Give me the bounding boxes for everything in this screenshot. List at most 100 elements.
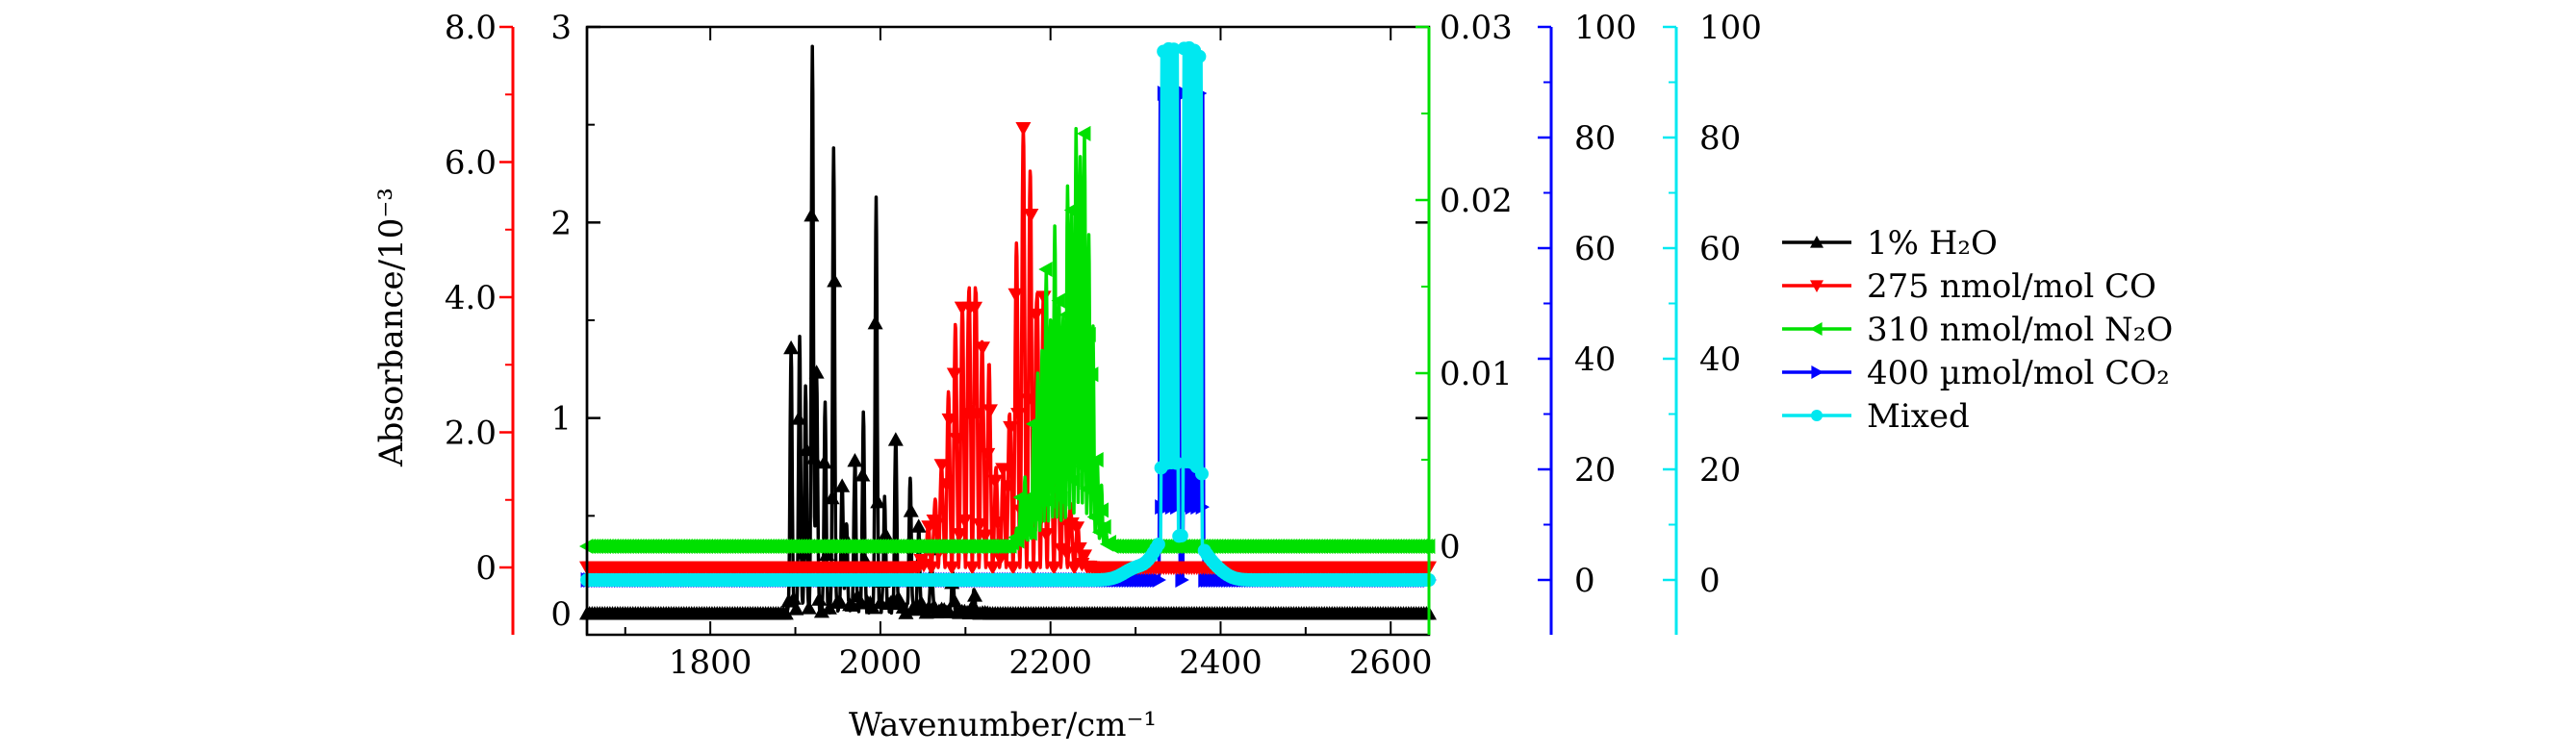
data-point: [827, 273, 843, 288]
data-point: [867, 315, 883, 330]
data-point: [1020, 393, 1036, 408]
data-point: [819, 546, 835, 561]
data-point: [1028, 508, 1043, 524]
data-point: [805, 450, 822, 465]
legend: 1% H₂O 275 nmol/mol CO 310 nmol/mol N₂O 400…: [1782, 224, 2173, 436]
data-point: [1071, 541, 1087, 557]
data-point: [1066, 472, 1081, 489]
data-point: [1040, 492, 1056, 509]
data-point: [816, 454, 832, 469]
data-point: [831, 592, 848, 608]
data-point: [1007, 288, 1024, 303]
axes-layer: 0 2.0 4.0 6.0 8.0 0 1 2 3 0 0.01 0.02 0.03 0 20 40 60 80 1…: [445, 9, 1762, 635]
data-point: [1086, 509, 1102, 525]
data-point: [1195, 466, 1209, 481]
series-line: [585, 126, 1431, 569]
legend-label: 310 nmol/mol N₂O: [1867, 311, 2173, 349]
data-point: [870, 494, 886, 509]
data-point: [847, 452, 863, 467]
data-point: [791, 411, 807, 425]
green-axis-tick-label: 0.02: [1440, 182, 1513, 220]
red-axis-tick-label: 2.0: [445, 415, 497, 453]
series-markers: [579, 121, 1437, 575]
data-point: [1151, 538, 1165, 551]
green-axis: 0 0.01 0.02 0.03: [1416, 9, 1513, 635]
red-axis-tick-label: 4.0: [445, 279, 497, 317]
data-point: [1028, 308, 1044, 323]
x-axis-label: Wavenumber/cm⁻¹: [849, 706, 1157, 744]
data-point: [854, 467, 871, 482]
legend-label: 400 µmol/mol CO₂: [1867, 354, 2170, 392]
data-point: [1094, 502, 1109, 518]
legend-marker: [1810, 236, 1824, 248]
data-point: [959, 408, 976, 422]
green-axis-tick-label: 0: [1440, 528, 1461, 566]
data-point: [878, 526, 894, 541]
data-point: [980, 447, 996, 463]
data-point: [967, 301, 983, 316]
data-point: [1056, 379, 1071, 395]
legend-item: 275 nmol/mol CO: [1782, 267, 2156, 306]
data-point: [808, 365, 825, 379]
red-axis: 0 2.0 4.0 6.0 8.0: [445, 9, 515, 635]
data-point: [1082, 326, 1096, 342]
data-point: [1097, 518, 1111, 535]
data-point: [1079, 481, 1094, 497]
data-point: [1058, 307, 1073, 323]
legend-label: Mixed: [1867, 397, 1970, 436]
data-point: [1003, 420, 1019, 436]
data-point: [1005, 561, 1021, 575]
data-point: [1069, 239, 1084, 255]
data-point: [984, 561, 1001, 575]
data-point: [941, 413, 957, 428]
data-point: [910, 518, 927, 533]
data-point: [1015, 526, 1030, 542]
data-point: [1015, 121, 1032, 137]
series-4: [580, 40, 1436, 587]
data-point: [1033, 422, 1048, 439]
x-tick-label: 2200: [1008, 643, 1092, 682]
data-point: [1058, 546, 1075, 561]
data-point: [946, 592, 962, 608]
legend-marker: [1810, 280, 1824, 292]
legend-item: Mixed: [1782, 397, 1970, 436]
data-point: [1043, 362, 1058, 378]
data-point: [946, 367, 962, 382]
data-point: [987, 474, 1004, 490]
data-point: [1169, 456, 1184, 470]
data-point: [788, 601, 804, 616]
data-point: [801, 600, 817, 615]
blue-axis-tick-label: 100: [1574, 9, 1637, 47]
data-point: [1174, 529, 1188, 542]
cyan-axis-tick-label: 40: [1699, 340, 1741, 379]
data-point: [1192, 49, 1207, 63]
legend-label: 275 nmol/mol CO: [1867, 267, 2156, 306]
data-point: [1048, 482, 1063, 498]
green-axis-tick-label: 0.01: [1440, 355, 1513, 393]
data-point: [974, 341, 990, 356]
data-point: [977, 529, 993, 543]
blue-axis-tick-label: 0: [1574, 562, 1595, 600]
data-point: [967, 588, 983, 602]
data-point: [887, 432, 904, 446]
data-point: [1166, 42, 1181, 57]
cyan-axis-tick-label: 100: [1699, 9, 1762, 47]
data-point: [1054, 491, 1068, 507]
cyan-axis-tick-label: 0: [1699, 562, 1721, 600]
data-point: [949, 433, 965, 447]
blue-axis-tick-label: 20: [1574, 451, 1616, 490]
data-point: [1010, 533, 1025, 549]
data-point: [1018, 491, 1033, 508]
data-point: [1152, 572, 1166, 588]
legend-item: 400 µmol/mol CO₂: [1782, 354, 2170, 392]
blue-axis-tick-label: 80: [1574, 119, 1616, 158]
data-point: [1069, 521, 1085, 536]
series-1: [579, 121, 1437, 575]
data-point: [834, 478, 851, 492]
x-tick-label: 2400: [1179, 643, 1262, 682]
data-point: [1084, 366, 1099, 383]
blue-axis-tick-label: 60: [1574, 230, 1616, 268]
data-point: [995, 463, 1011, 477]
data-point: [783, 340, 800, 355]
data-point: [864, 599, 880, 615]
